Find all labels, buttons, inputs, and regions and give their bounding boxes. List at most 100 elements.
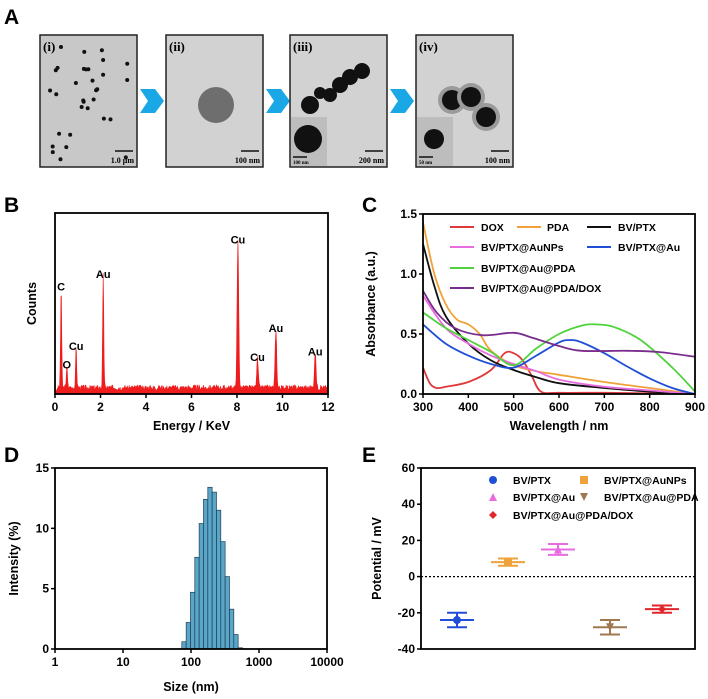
histogram-bar bbox=[229, 608, 235, 650]
nanoparticle bbox=[85, 106, 90, 111]
marker-circle bbox=[453, 616, 461, 625]
scale-bar-label: 200 nm bbox=[359, 156, 384, 165]
tem-label: (i) bbox=[43, 39, 55, 54]
dls-chart: 1 10 100 1000 10000 0 5 10 15 Size (nm) Intensity … bbox=[7, 461, 344, 694]
nanoparticle bbox=[68, 132, 73, 137]
x-axis-label: Size (nm) bbox=[163, 680, 219, 694]
nanoparticle bbox=[81, 98, 86, 103]
nanoparticle bbox=[50, 144, 55, 149]
nanoparticle bbox=[476, 107, 496, 127]
nanoparticle bbox=[95, 87, 100, 92]
panel-label-e: E bbox=[362, 444, 376, 467]
y-tick-label: 15 bbox=[36, 461, 50, 475]
scale-bar-label: 1.0 μm bbox=[111, 156, 135, 165]
tem-image: (i) 1.0 μm bbox=[39, 34, 138, 168]
x-tick-label: 900 bbox=[685, 400, 705, 414]
histogram-bar bbox=[198, 523, 204, 650]
inset-scale-label: 50 nm bbox=[419, 161, 433, 166]
y-tick-label: 5 bbox=[42, 582, 49, 596]
nanoparticle bbox=[58, 157, 63, 162]
peak-label: Au bbox=[96, 269, 111, 281]
data-point bbox=[491, 557, 525, 567]
nanoparticle bbox=[101, 57, 106, 62]
marker-triangle-up bbox=[489, 493, 497, 501]
nanoparticle bbox=[125, 61, 130, 66]
arrow-icon bbox=[266, 89, 290, 113]
inset-particle bbox=[294, 125, 322, 153]
nanoparticle bbox=[58, 45, 63, 50]
y-tick-label: 1.0 bbox=[400, 267, 417, 281]
y-axis-label: Potential / mV bbox=[370, 517, 384, 600]
arrow-icon bbox=[390, 89, 414, 113]
tem-panel: (i) 1.0 μm (ii) 100 nm 100 nm (iii) 200 nm 50 n… bbox=[39, 34, 514, 168]
x-tick-label: 500 bbox=[504, 400, 524, 414]
legend-label: BV/PTX@Au@PDA/DOX bbox=[481, 283, 601, 295]
histogram-bar bbox=[181, 641, 187, 650]
nanoparticle bbox=[82, 49, 87, 54]
nanoparticle bbox=[442, 90, 462, 110]
panel-label-c: C bbox=[362, 194, 377, 217]
panel-label-b: B bbox=[4, 194, 19, 217]
nanoparticle bbox=[48, 88, 53, 93]
x-tick-label: 0 bbox=[52, 400, 59, 414]
nanoparticle bbox=[73, 81, 78, 86]
histogram-bar bbox=[224, 576, 230, 650]
scale-bar-label: 100 nm bbox=[235, 156, 260, 165]
y-tick-label: 1.5 bbox=[400, 207, 417, 221]
y-axis-label: Intensity (%) bbox=[7, 521, 21, 595]
series-line bbox=[422, 295, 696, 395]
tem-image: 100 nm (iii) 200 nm bbox=[289, 34, 388, 168]
histogram-bar bbox=[216, 509, 222, 650]
marker-circle bbox=[489, 476, 497, 484]
series-line bbox=[422, 350, 696, 395]
histogram-bar bbox=[185, 622, 191, 650]
nanoparticle bbox=[64, 145, 69, 150]
nanoparticle bbox=[198, 87, 234, 123]
legend-label: BV/PTX@Au@PDA bbox=[604, 492, 699, 504]
x-tick-label: 1000 bbox=[246, 655, 273, 669]
legend-label: BV/PTX bbox=[618, 222, 656, 234]
inset-particle bbox=[424, 129, 444, 149]
peak-label: Au bbox=[269, 323, 284, 335]
x-tick-label: 10000 bbox=[310, 655, 344, 669]
y-tick-label: 0.0 bbox=[400, 387, 417, 401]
marker-square bbox=[580, 476, 588, 484]
histogram-bar bbox=[233, 634, 239, 650]
nanoparticle bbox=[84, 67, 89, 72]
x-axis-label: Energy / KeV bbox=[153, 419, 231, 433]
nanoparticle bbox=[90, 78, 95, 83]
y-tick-label: 10 bbox=[36, 521, 50, 535]
tem-label: (iv) bbox=[419, 39, 438, 54]
legend-label: BV/PTX@Au@PDA/DOX bbox=[513, 510, 633, 522]
x-tick-label: 12 bbox=[321, 400, 335, 414]
y-tick-label: 0 bbox=[42, 642, 49, 656]
marker-triangle-down bbox=[606, 623, 614, 632]
x-tick-label: 10 bbox=[116, 655, 130, 669]
y-tick-label: 40 bbox=[402, 497, 416, 511]
series-line bbox=[422, 243, 696, 395]
x-tick-label: 700 bbox=[594, 400, 614, 414]
legend-label: BV/PTX@Au bbox=[513, 492, 575, 504]
marker-triangle-down bbox=[580, 493, 588, 501]
nanoparticle bbox=[55, 65, 60, 70]
x-tick-label: 4 bbox=[143, 400, 150, 414]
series-line bbox=[422, 323, 696, 395]
nanoparticle bbox=[101, 116, 106, 121]
panel-label-d: D bbox=[4, 444, 19, 467]
tem-image-frame bbox=[39, 34, 138, 168]
legend-label: PDA bbox=[547, 222, 570, 234]
nanoparticle bbox=[57, 131, 62, 136]
data-point bbox=[645, 604, 679, 614]
nanoparticle bbox=[354, 63, 370, 79]
nanoparticle bbox=[91, 97, 96, 102]
data-point bbox=[541, 543, 575, 556]
y-tick-label: 20 bbox=[402, 533, 416, 547]
tem-image: (ii) 100 nm bbox=[165, 34, 264, 168]
x-tick-label: 10 bbox=[276, 400, 290, 414]
peak-label: Cu bbox=[69, 341, 84, 353]
x-tick-label: 600 bbox=[549, 400, 569, 414]
x-tick-label: 800 bbox=[640, 400, 660, 414]
plot-frame bbox=[422, 213, 696, 395]
legend-label: BV/PTX@AuNPs bbox=[481, 242, 564, 254]
histogram-bar bbox=[207, 486, 213, 650]
